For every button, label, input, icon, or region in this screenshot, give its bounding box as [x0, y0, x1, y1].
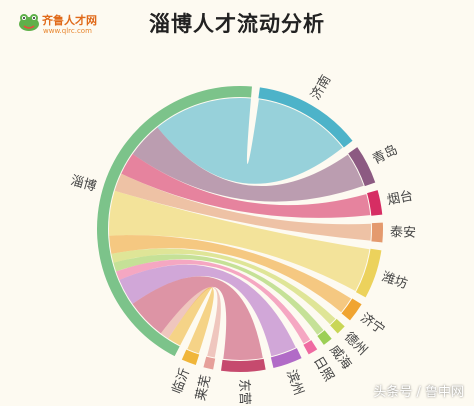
arc-东营 [221, 358, 266, 372]
label-临沂: 临沂 [170, 366, 193, 396]
label-滨州: 滨州 [283, 368, 307, 398]
ribbon-烟台 [121, 153, 371, 218]
ribbon-泰安 [114, 173, 371, 241]
arc-滨州 [270, 348, 302, 369]
ribbon-日照 [116, 259, 311, 344]
ribbon-济南 [157, 98, 343, 184]
ribbon-东营 [132, 276, 263, 360]
label-青岛: 青岛 [370, 142, 400, 168]
arc-莱芜 [203, 356, 216, 370]
chart-title: 淄博人才流动分析 [149, 12, 325, 36]
arc-临沂 [181, 349, 200, 365]
logo-brand-text: 齐鲁人才网 [42, 14, 97, 27]
arc-德州 [330, 318, 345, 334]
arc-青岛 [348, 147, 376, 187]
label-泰安: 泰安 [390, 225, 416, 241]
ribbon-潍坊 [109, 190, 370, 292]
label-济南: 济南 [308, 72, 335, 103]
ribbon-layer [109, 98, 371, 360]
frog-logo-icon [19, 14, 39, 31]
label-烟台: 烟台 [386, 189, 414, 209]
label-淄博: 淄博 [69, 173, 98, 195]
arc-layer [97, 85, 383, 372]
label-东营: 东营 [236, 379, 252, 405]
watermark: 头条号 / 鲁中网 [373, 385, 464, 400]
label-潍坊: 潍坊 [380, 270, 409, 293]
ribbon-德州 [111, 248, 336, 325]
ribbon-临沂 [168, 287, 214, 354]
logo: 齐鲁人才网 www.qlrc.com [16, 10, 116, 40]
arc-威海 [317, 330, 332, 345]
ribbon-莱芜 [160, 286, 221, 358]
ribbon-滨州 [119, 264, 296, 357]
arc-潍坊 [355, 248, 382, 298]
arc-泰安 [371, 222, 383, 243]
label-莱芜: 莱芜 [194, 374, 214, 403]
arc-烟台 [367, 190, 383, 216]
arc-日照 [303, 340, 318, 355]
arc-济宁 [341, 298, 362, 321]
label-济宁: 济宁 [357, 310, 387, 338]
logo-url-text: www.qlrc.com [43, 27, 92, 35]
arc-济南 [258, 87, 353, 148]
ribbon-济宁 [109, 235, 352, 313]
ribbon-威海 [113, 254, 324, 335]
ribbon-青岛 [132, 127, 364, 202]
